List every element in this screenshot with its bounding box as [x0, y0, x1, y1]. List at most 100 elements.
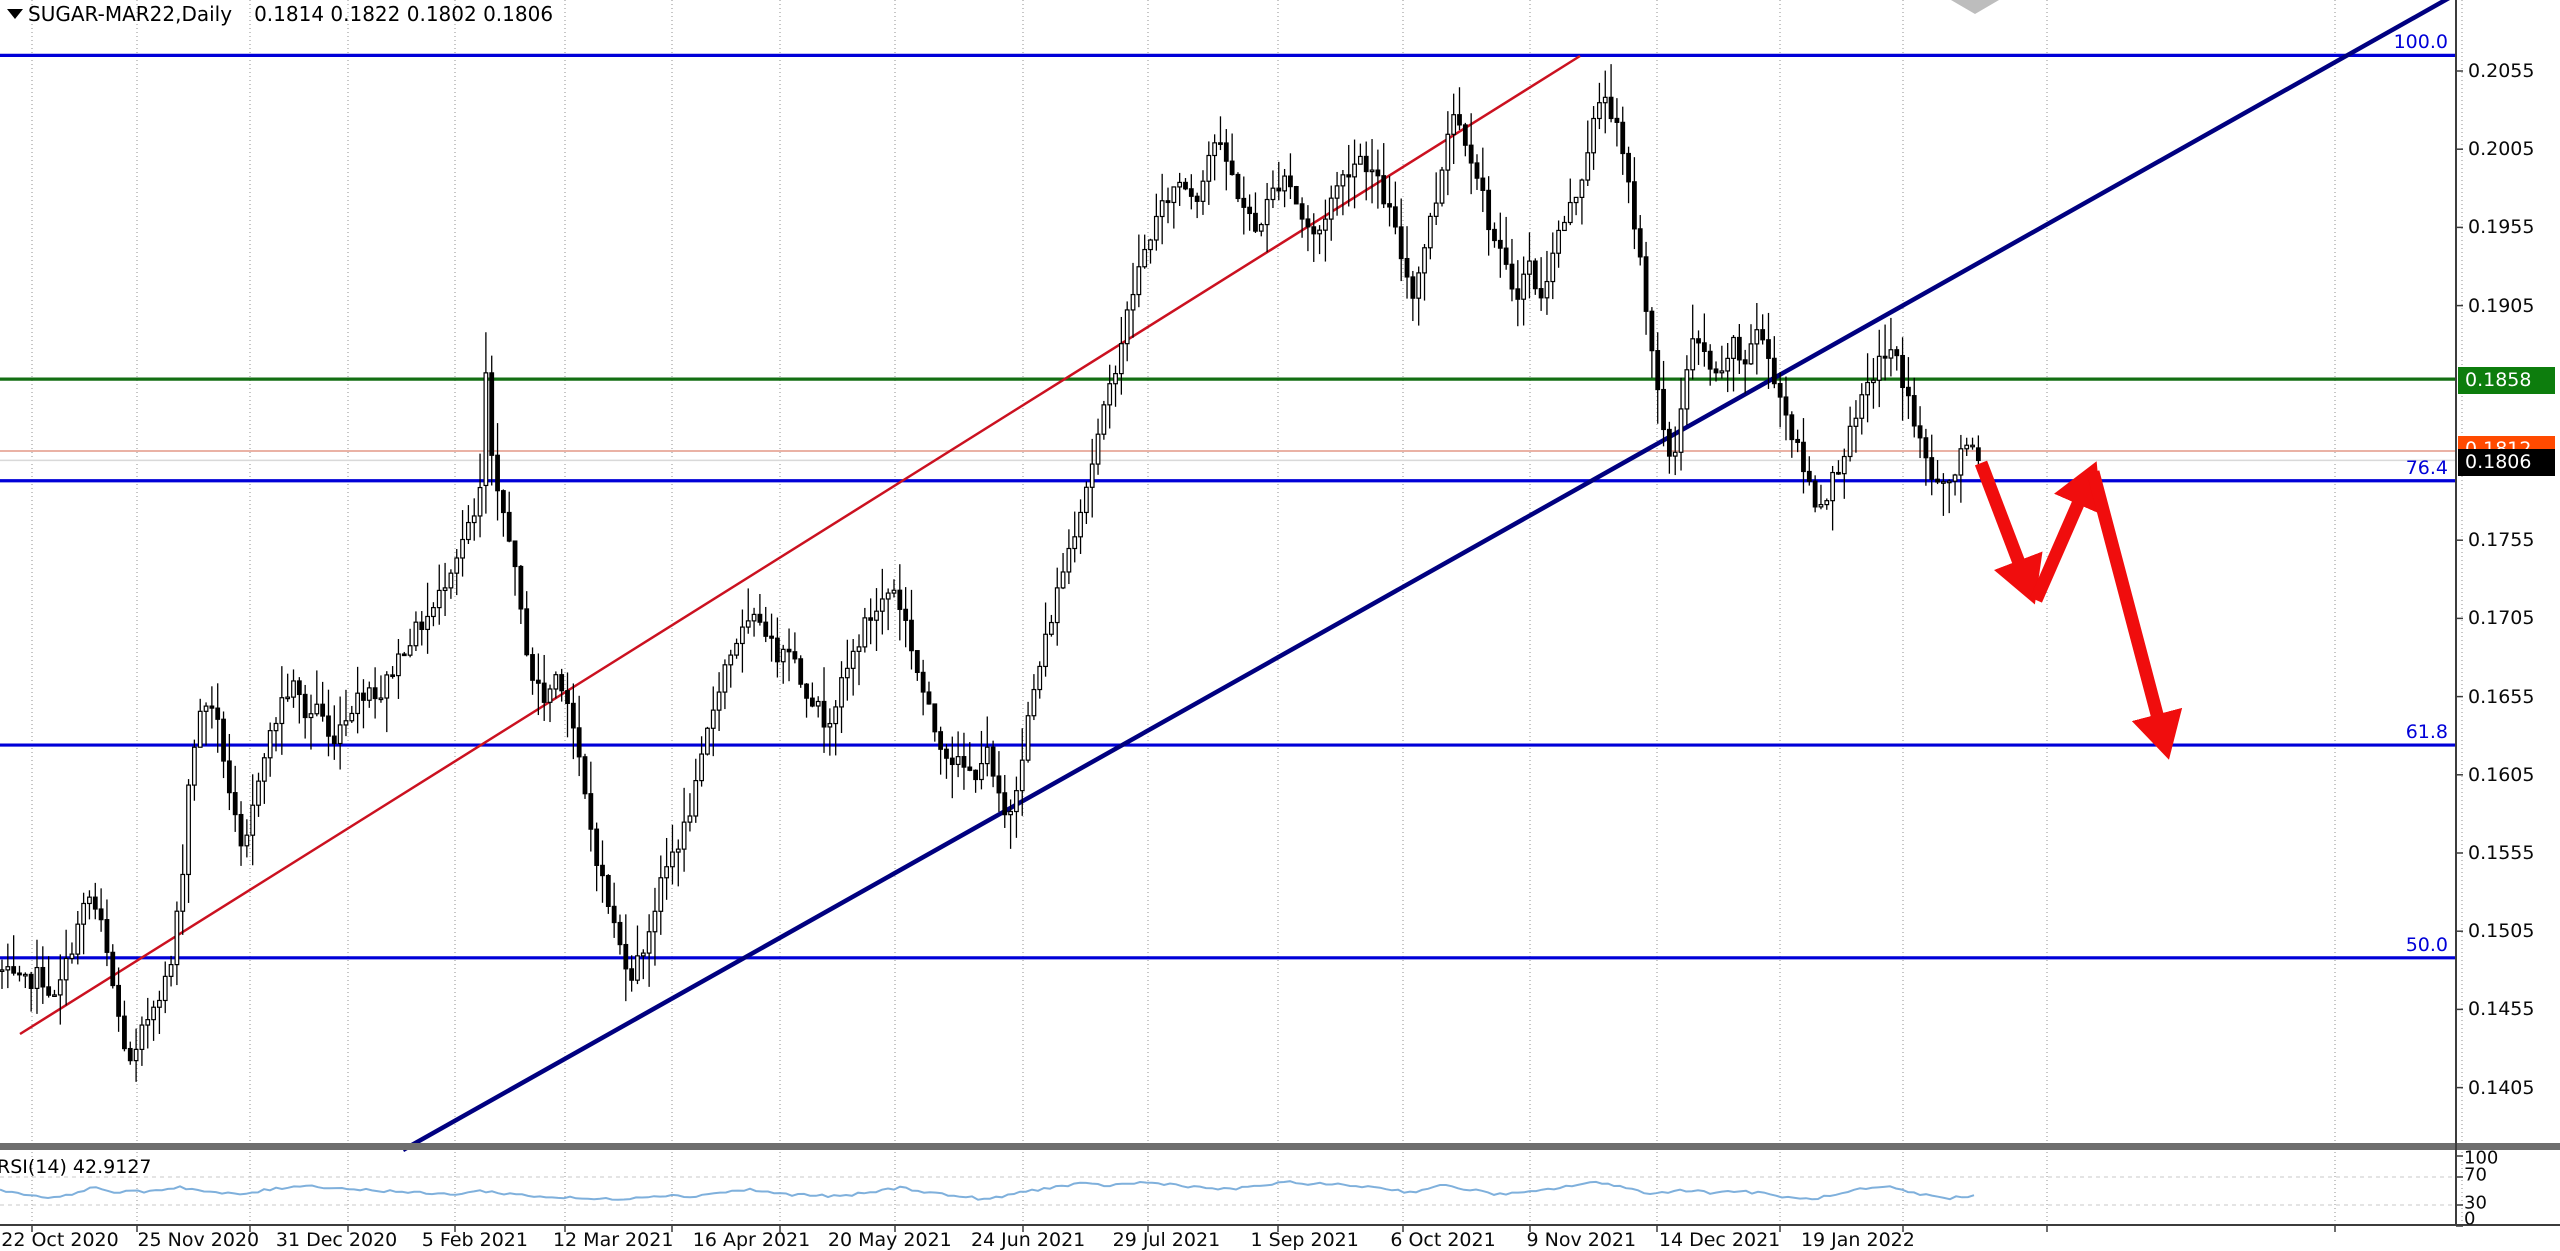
candle-up	[180, 873, 186, 912]
price-axis-label: 0.1655	[2468, 685, 2535, 708]
candle-up	[69, 953, 75, 960]
candle-down	[967, 766, 973, 771]
price-axis-label: 0.1455	[2468, 998, 2535, 1021]
candle-up	[693, 779, 699, 817]
candle-up	[862, 617, 868, 648]
candle-up	[879, 598, 885, 612]
candle-up	[1556, 229, 1562, 254]
candle-up	[162, 975, 168, 1002]
candle-up	[1101, 404, 1107, 435]
candle-down	[1538, 288, 1544, 299]
candle-down	[559, 674, 565, 692]
candle-down	[296, 680, 302, 696]
candle-up	[687, 815, 693, 823]
candle-up	[1748, 343, 1754, 365]
red-annotation-arrow[interactable]	[2030, 461, 2102, 603]
candle-down	[769, 635, 774, 639]
candle-up	[454, 557, 460, 574]
candle-down	[1468, 144, 1474, 164]
candle-up	[273, 722, 279, 732]
candle-down	[1649, 310, 1655, 352]
candle-up	[151, 1006, 156, 1021]
date-axis-label: 12 Mar 2021	[552, 1229, 674, 1251]
candle-down	[1223, 142, 1229, 162]
candle-down	[401, 653, 407, 657]
candle-down	[1894, 349, 1900, 357]
price-axis-label: 0.1405	[2468, 1076, 2535, 1099]
candle-up	[1206, 154, 1212, 182]
rsi-indicator-label: RSI(14) 42.9127	[0, 1156, 152, 1178]
candle-down	[302, 693, 308, 719]
candle-down	[127, 1047, 133, 1062]
red-annotation-arrow[interactable]	[2086, 470, 2183, 760]
candle-down	[996, 775, 1002, 794]
candle-down	[238, 813, 244, 847]
candle-down	[1795, 438, 1801, 443]
red-trendline[interactable]	[19, 54, 1581, 1036]
candle-up	[1527, 260, 1532, 275]
candle-down	[1801, 441, 1806, 473]
candle-down	[17, 972, 22, 976]
candle-up	[1940, 481, 1946, 484]
candle-down	[1532, 260, 1538, 290]
candle-down	[1474, 162, 1480, 179]
candle-down	[1002, 792, 1008, 816]
ohlc-readout: 0.1814 0.1822 0.1802 0.1806	[254, 2, 554, 26]
candle-up	[1597, 102, 1602, 120]
candle-up	[547, 688, 553, 703]
candle-up	[745, 620, 751, 628]
candle-down	[804, 683, 809, 699]
candle-down	[1509, 263, 1515, 290]
candle-down	[1486, 189, 1492, 231]
candle-down	[576, 727, 582, 758]
price-axis-label: 0.1705	[2468, 607, 2535, 630]
candle-up	[1089, 463, 1095, 488]
last-bar-marker-icon[interactable]	[1951, 0, 1999, 14]
candle-up	[1148, 239, 1153, 251]
candle-up	[5, 966, 11, 971]
candle-down	[98, 908, 104, 921]
candle-up	[285, 696, 291, 700]
price-axis-label: 0.1755	[2468, 529, 2535, 552]
price-tag-black: 0.1806	[2458, 449, 2555, 476]
candle-up	[75, 923, 81, 955]
candle-up	[734, 642, 739, 656]
candle-down	[110, 951, 116, 987]
candle-up	[261, 757, 267, 782]
navy-trendline[interactable]	[401, 0, 2451, 1152]
candle-up	[1014, 790, 1019, 813]
candle-up	[652, 910, 658, 933]
candle-down	[518, 565, 524, 610]
candle-down	[541, 682, 547, 703]
candle-up	[1323, 218, 1328, 231]
pane-separator[interactable]	[0, 1143, 2560, 1150]
candle-up	[1270, 187, 1276, 201]
candle-up	[1952, 474, 1958, 482]
symbol-dropdown-icon[interactable]	[7, 9, 23, 19]
candle-down	[1906, 386, 1911, 397]
candle-down	[582, 756, 588, 795]
candle-up	[1544, 280, 1550, 299]
candle-down	[1766, 339, 1771, 359]
candle-down	[944, 748, 949, 759]
candle-down	[611, 905, 617, 924]
red-annotation-arrow[interactable]	[1974, 460, 2043, 605]
candle-down	[226, 760, 232, 794]
candle-down	[623, 943, 629, 970]
candle-up	[1573, 196, 1579, 204]
candle-up	[1095, 433, 1101, 465]
candle-up	[378, 697, 384, 701]
candle-up	[1824, 500, 1830, 506]
candle-up	[396, 653, 401, 677]
candle-down	[932, 703, 938, 733]
candle-up	[203, 705, 209, 712]
candle-down	[372, 687, 378, 700]
candle-up	[483, 372, 489, 487]
candle-down	[990, 746, 996, 777]
candle-up	[1369, 169, 1375, 173]
candle-down	[1666, 428, 1672, 457]
candle-up	[279, 697, 285, 725]
candle-up	[984, 746, 990, 765]
